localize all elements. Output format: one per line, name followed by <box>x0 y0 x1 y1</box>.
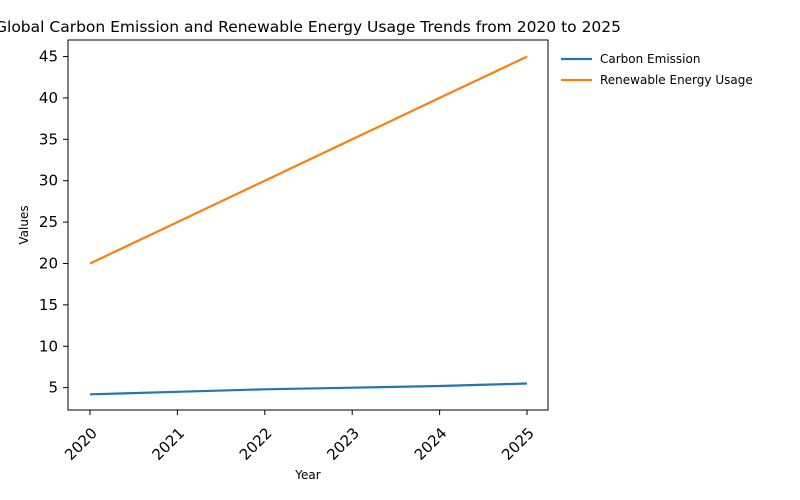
y-tick-label: 10 <box>39 337 58 355</box>
x-tick-label: 2025 <box>498 424 538 464</box>
plot-area-frame <box>67 39 549 411</box>
legend-label: Renewable Energy Usage <box>600 73 753 87</box>
x-tick-label: 2024 <box>411 424 451 464</box>
series-line-carbon-emission <box>89 382 528 396</box>
legend-label: Carbon Emission <box>600 52 700 66</box>
legend: Carbon Emission Renewable Energy Usage <box>561 52 753 87</box>
y-tick-label: 5 <box>48 379 58 397</box>
y-tick-label: 45 <box>39 48 58 66</box>
y-tick-label: 40 <box>39 89 58 107</box>
y-tick-label: 35 <box>39 130 58 148</box>
chart-title: Global Carbon Emission and Renewable Ene… <box>0 18 621 36</box>
y-tick-label: 30 <box>39 172 58 190</box>
x-tick-label: 2021 <box>148 424 188 464</box>
series-line-renewable-energy-usage <box>89 55 528 265</box>
x-axis-label: Year <box>294 468 320 482</box>
x-tick-label: 2023 <box>323 424 363 464</box>
y-tick-label: 20 <box>39 254 58 272</box>
x-tick-label: 2022 <box>236 424 276 464</box>
x-axis: 2020 2021 2022 2023 2024 2025 <box>61 410 538 464</box>
series-lines <box>89 55 528 396</box>
y-tick-label: 25 <box>39 213 58 231</box>
y-axis: 5 10 15 20 25 30 35 40 45 <box>39 48 68 397</box>
y-axis-label: Values <box>17 205 31 244</box>
y-tick-label: 15 <box>39 296 58 314</box>
x-tick-label: 2020 <box>61 424 101 464</box>
